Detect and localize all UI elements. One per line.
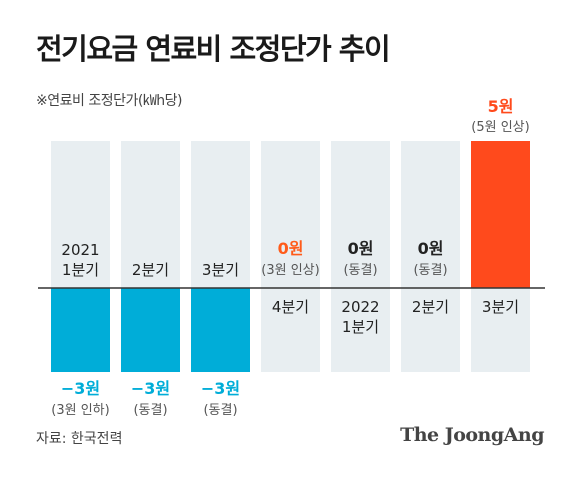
category-label: 2022 bbox=[341, 298, 379, 316]
value-note: (3원 인하) bbox=[51, 403, 109, 418]
column-panel bbox=[401, 141, 460, 372]
column-panel bbox=[261, 141, 320, 372]
category-label: 1분기 bbox=[342, 318, 379, 336]
category-label: 2분기 bbox=[412, 298, 449, 316]
value-label: 5원 bbox=[488, 97, 514, 116]
source-note: 자료: 한국전력 bbox=[36, 431, 123, 447]
value-note: (동결) bbox=[343, 263, 377, 278]
chart-subtitle: ※연료비 조정단가(㎾h당) bbox=[36, 93, 183, 109]
value-label: 0원 bbox=[278, 239, 304, 258]
bar bbox=[471, 141, 530, 288]
publisher-logo: The JoongAng bbox=[400, 424, 544, 446]
category-label: 1분기 bbox=[62, 261, 99, 279]
value-label: −3원 bbox=[61, 379, 100, 398]
bar bbox=[51, 288, 110, 372]
chart-title: 전기요금 연료비 조정단가 추이 bbox=[36, 32, 391, 66]
category-label: 2021 bbox=[61, 241, 99, 259]
value-note: (3원 인상) bbox=[261, 263, 319, 278]
value-note: (동결) bbox=[413, 263, 447, 278]
value-label: 0원 bbox=[348, 239, 374, 258]
category-label: 3분기 bbox=[482, 298, 519, 316]
bar bbox=[121, 288, 180, 372]
value-note: (5원 인상) bbox=[471, 120, 529, 135]
value-label: 0원 bbox=[418, 239, 444, 258]
value-label: −3원 bbox=[201, 379, 240, 398]
category-label: 4분기 bbox=[272, 298, 309, 316]
value-note: (동결) bbox=[203, 403, 237, 418]
category-label: 2분기 bbox=[132, 261, 169, 279]
bar bbox=[191, 288, 250, 372]
value-note: (동결) bbox=[133, 403, 167, 418]
column-panel bbox=[331, 141, 390, 372]
category-label: 3분기 bbox=[202, 261, 239, 279]
value-label: −3원 bbox=[131, 379, 170, 398]
